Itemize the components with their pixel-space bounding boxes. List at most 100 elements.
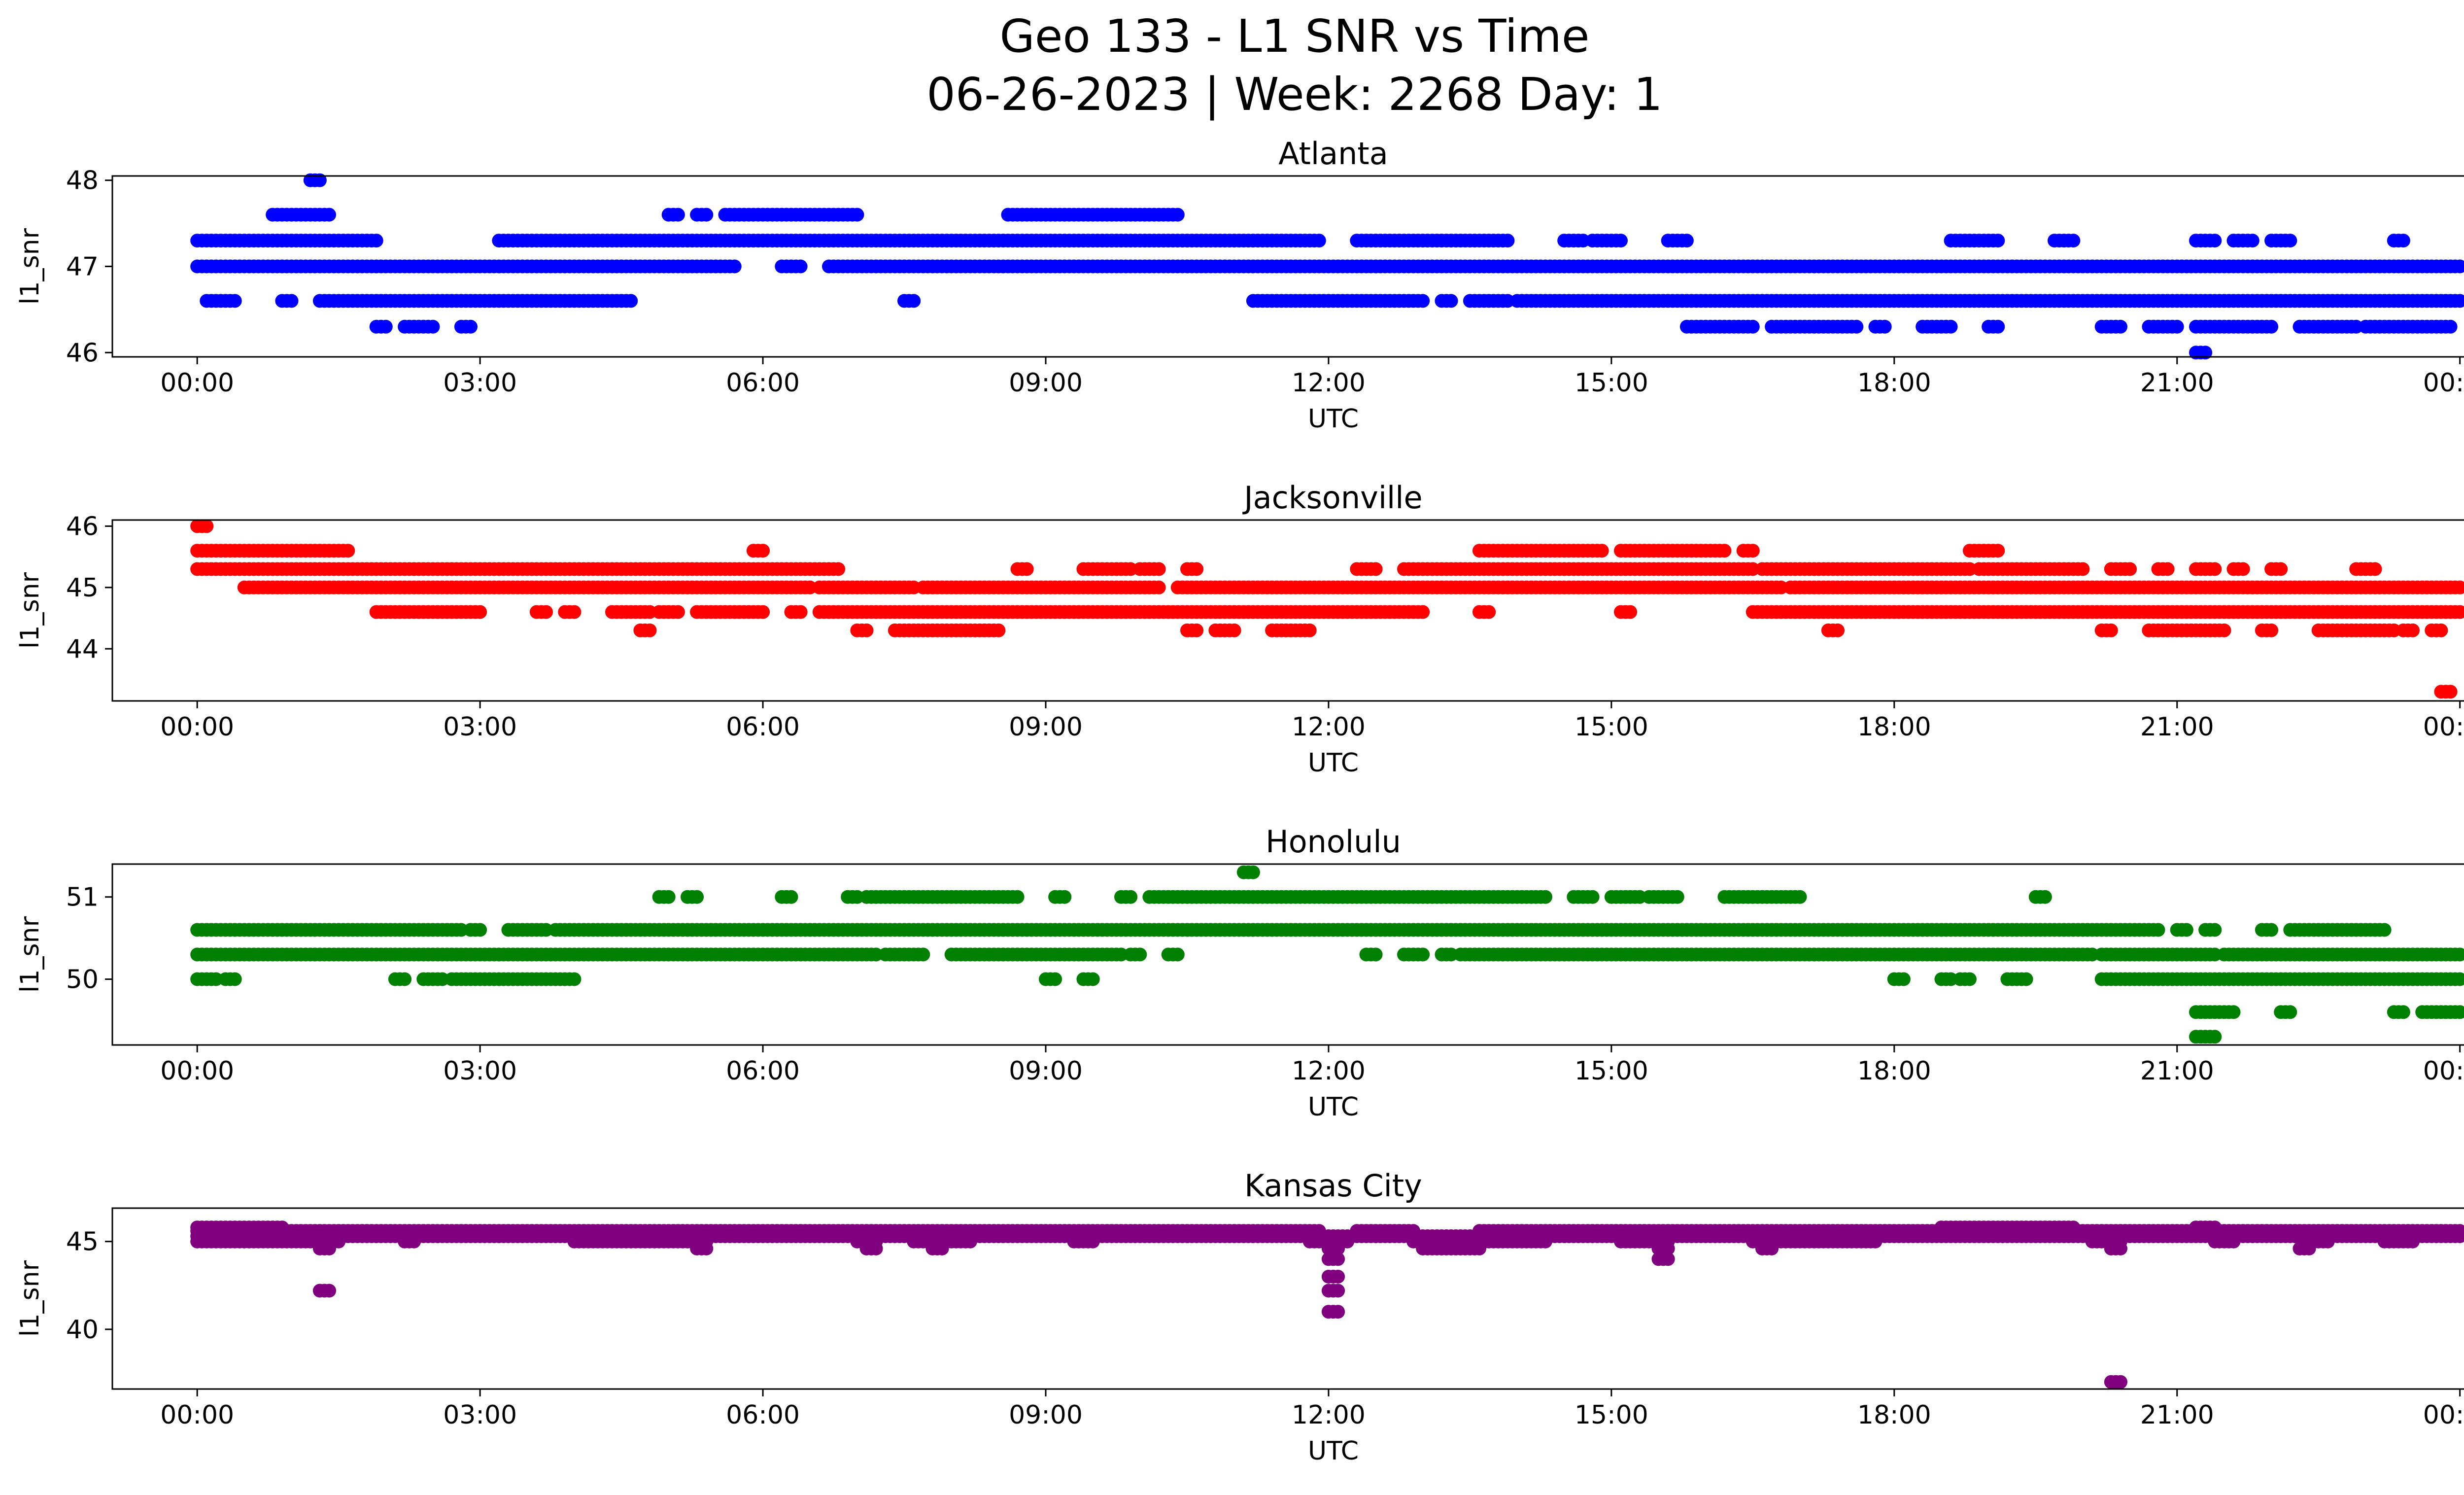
x-tick-label: 15:00 [1574, 368, 1648, 398]
data-point [1944, 319, 1958, 334]
data-point [2038, 890, 2052, 904]
data-point [2066, 234, 2081, 248]
data-point [2377, 923, 2392, 937]
data-point [1369, 562, 1383, 576]
data-point [2264, 923, 2279, 937]
data-point [1623, 605, 1638, 619]
subplots: 00:00 03:00 06:00 09:00 12:00 15:00 18:00 21:00… [15, 136, 2464, 1466]
data-point [784, 890, 798, 904]
data-point [1595, 544, 1609, 558]
x-tick-label: 15:00 [1574, 1056, 1648, 1086]
data-point [1152, 580, 1166, 594]
data-point [2443, 685, 2458, 699]
data-point [661, 890, 676, 904]
x-tick-label: 21:00 [2140, 1056, 2214, 1086]
data-point [1991, 319, 2005, 334]
subplot-title: Jacksonville [1242, 480, 1422, 516]
data-point [1878, 319, 1892, 334]
data-point [567, 605, 582, 619]
y-tick-label: 47 [66, 252, 99, 282]
x-tick-label: 06:00 [726, 712, 800, 742]
x-tick-label: 00:00 [2423, 368, 2464, 398]
data-point [1539, 890, 1552, 904]
data-point [1416, 294, 1430, 308]
data-point [1849, 319, 1864, 334]
data-point [2283, 234, 2297, 248]
axes-frame [111, 519, 2464, 702]
data-point [407, 1234, 421, 1249]
x-tick-label: 12:00 [1292, 368, 1366, 398]
x-tick-label: 12:00 [1292, 712, 1366, 742]
data-point [1793, 890, 1807, 904]
x-tick-label: 18:00 [1857, 1056, 1931, 1086]
data-point [539, 923, 553, 937]
data-point [756, 605, 770, 619]
data-point [850, 208, 864, 222]
x-axis-label: UTC [1308, 748, 1359, 778]
data-point [1896, 972, 1911, 986]
data-point [473, 923, 487, 937]
y-tick-label: 45 [66, 573, 99, 603]
subplot-2: 00:00 03:00 06:00 09:00 12:00 15:00 18:00 21:00… [15, 824, 2464, 1122]
y-tick-label: 44 [66, 634, 99, 664]
y-tick-label: 51 [66, 883, 99, 912]
data-points [190, 519, 2464, 699]
data-point [1416, 947, 1430, 962]
subplot-title: Honolulu [1266, 824, 1401, 860]
data-points [190, 865, 2464, 1044]
x-tick-label: 00:00 [160, 1056, 234, 1086]
data-point [2283, 1005, 2297, 1019]
x-tick-label: 18:00 [1857, 712, 1931, 742]
x-tick-label: 00:00 [2423, 712, 2464, 742]
data-point [992, 623, 1006, 637]
data-point [2123, 562, 2137, 576]
data-point [464, 319, 478, 334]
data-point [2226, 1005, 2241, 1019]
data-point [378, 319, 393, 334]
data-point [1745, 319, 1760, 334]
data-point [699, 208, 714, 222]
x-tick-label: 03:00 [443, 712, 517, 742]
data-point [1745, 562, 1760, 576]
data-point [1991, 234, 2005, 248]
data-point [671, 605, 685, 619]
data-point [473, 605, 487, 619]
x-tick-label: 06:00 [726, 1056, 800, 1086]
data-point [312, 173, 327, 187]
data-point [1190, 562, 1204, 576]
data-point [2208, 234, 2222, 248]
figure-subtitle: 06-26-2023 | Week: 2268 Day: 1 [926, 68, 1663, 121]
data-point [1831, 623, 1845, 637]
data-point [228, 972, 242, 986]
data-point [2264, 623, 2279, 637]
data-point [228, 294, 242, 308]
data-point [793, 605, 808, 619]
x-tick-label: 00:00 [2423, 1056, 2464, 1086]
subplot-0: 00:00 03:00 06:00 09:00 12:00 15:00 18:00 21:00… [15, 136, 2464, 434]
subplot-1: 00:00 03:00 06:00 09:00 12:00 15:00 18:00 21:00… [15, 480, 2464, 778]
data-point [1444, 294, 1458, 308]
data-point [671, 208, 685, 222]
x-tick-label: 00:00 [160, 712, 234, 742]
y-axis-label: l1_snr [15, 572, 45, 649]
x-tick-label: 03:00 [443, 368, 517, 398]
y-tick-label: 50 [66, 965, 99, 995]
data-point [1010, 890, 1025, 904]
data-point [2349, 319, 2363, 334]
data-point [2170, 319, 2184, 334]
data-point [398, 972, 412, 986]
x-tick-label: 18:00 [1857, 368, 1931, 398]
data-point [2208, 923, 2222, 937]
x-tick-label: 09:00 [1009, 1056, 1083, 1086]
x-axis-label: UTC [1308, 1092, 1359, 1122]
data-point [2245, 234, 2259, 248]
data-point [1679, 234, 1694, 248]
data-point [2198, 346, 2213, 360]
data-point [690, 890, 704, 904]
data-point [2453, 294, 2464, 308]
data-point [1614, 234, 1628, 248]
data-point [200, 519, 214, 533]
data-point [1312, 234, 1326, 248]
data-point [2208, 562, 2222, 576]
